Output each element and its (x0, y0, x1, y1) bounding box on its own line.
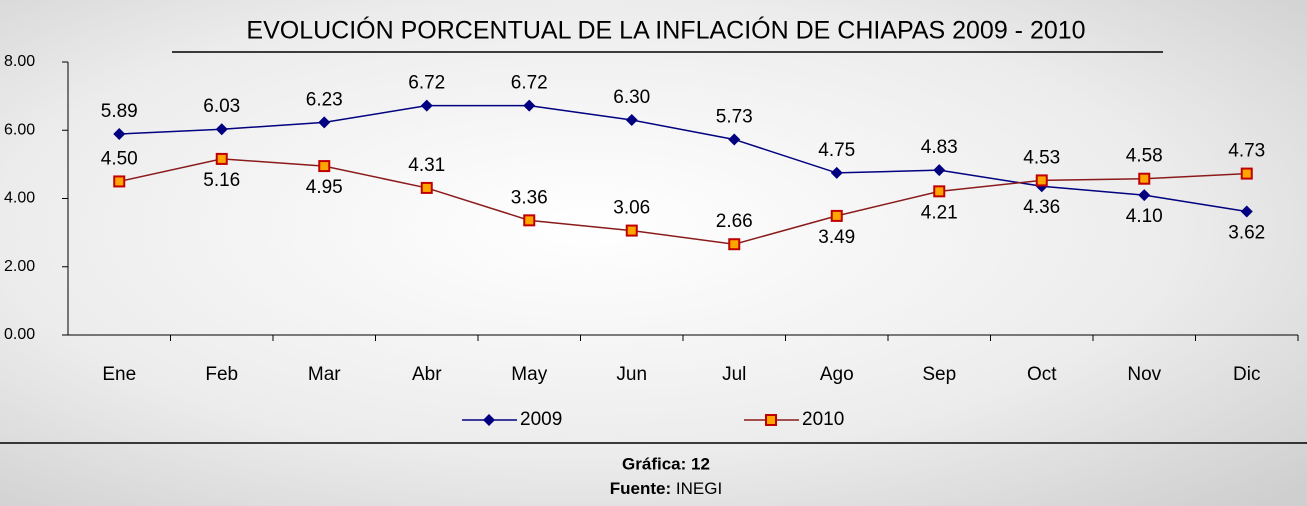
source-name: INEGI (676, 479, 722, 498)
marker (215, 152, 228, 165)
legend-label: 2009 (520, 409, 562, 430)
data-label: 3.49 (818, 227, 855, 248)
x-tick-label: Jul (722, 364, 746, 385)
legend-label: 2010 (802, 409, 844, 430)
data-label: 4.83 (921, 137, 958, 158)
marker (420, 181, 433, 194)
source-label: Fuente: (610, 479, 671, 498)
data-label: 3.62 (1228, 222, 1265, 243)
marker (523, 99, 536, 112)
y-tick-label: 6.00 (4, 121, 35, 138)
data-label: 4.10 (1126, 206, 1163, 227)
data-label: 4.75 (818, 140, 855, 161)
marker (483, 414, 495, 426)
data-label: 6.72 (511, 73, 548, 94)
data-label: 4.36 (1023, 197, 1060, 218)
marker (318, 116, 331, 129)
x-tick-label: May (511, 364, 547, 385)
series-line (119, 104, 1247, 213)
y-tick-label: 4.00 (4, 190, 35, 207)
marker (113, 128, 126, 141)
data-label: 4.21 (921, 202, 958, 223)
marker (1240, 205, 1253, 218)
marker (420, 99, 433, 112)
marker (1138, 189, 1151, 202)
marker (625, 224, 638, 237)
y-tick-label: 8.00 (4, 53, 35, 70)
data-label: 3.06 (613, 198, 650, 219)
data-label: 2.66 (716, 211, 753, 232)
y-tick-label: 2.00 (4, 258, 35, 275)
marker (830, 209, 843, 222)
x-tick-label: Nov (1127, 364, 1161, 385)
marker (625, 114, 638, 127)
marker (1240, 167, 1253, 180)
x-tick-label: Sep (922, 364, 956, 385)
data-label: 4.50 (101, 148, 138, 169)
x-tick-label: Abr (412, 364, 442, 385)
marker (523, 214, 536, 227)
x-tick-label: Ene (102, 364, 136, 385)
marker (830, 166, 843, 179)
data-label: 5.73 (716, 106, 753, 127)
data-label: 6.30 (613, 87, 650, 108)
marker (933, 164, 946, 177)
marker (318, 160, 331, 173)
data-label: 4.95 (306, 177, 343, 198)
x-tick-label: Oct (1027, 364, 1057, 385)
data-label: 6.23 (306, 89, 343, 110)
x-tick-label: Ago (820, 364, 854, 385)
figure-number: Gráfica: 12 (622, 454, 710, 473)
data-label: 4.31 (408, 155, 445, 176)
x-tick-label: Mar (308, 364, 341, 385)
marker (1138, 172, 1151, 185)
y-tick-label: 0.00 (4, 326, 35, 343)
marker (1035, 174, 1048, 187)
x-tick-label: Dic (1233, 364, 1260, 385)
marker (765, 414, 777, 426)
marker (113, 175, 126, 188)
chart-title: EVOLUCIÓN PORCENTUAL DE LA INFLACIÓN DE … (246, 16, 1085, 45)
data-label: 5.16 (203, 170, 240, 191)
marker (728, 133, 741, 146)
data-label: 6.03 (203, 96, 240, 117)
data-label: 5.89 (101, 101, 138, 122)
marker (728, 238, 741, 251)
x-tick-label: Jun (616, 364, 647, 385)
x-tick-label: Feb (205, 364, 238, 385)
series-line (119, 158, 1247, 245)
data-label: 3.36 (511, 187, 548, 208)
data-label: 4.73 (1228, 141, 1265, 162)
data-label: 6.72 (408, 73, 445, 94)
data-label: 4.53 (1023, 147, 1060, 168)
marker (933, 185, 946, 198)
source: Fuente: INEGI (610, 479, 722, 498)
marker (215, 123, 228, 136)
data-label: 4.58 (1126, 146, 1163, 167)
